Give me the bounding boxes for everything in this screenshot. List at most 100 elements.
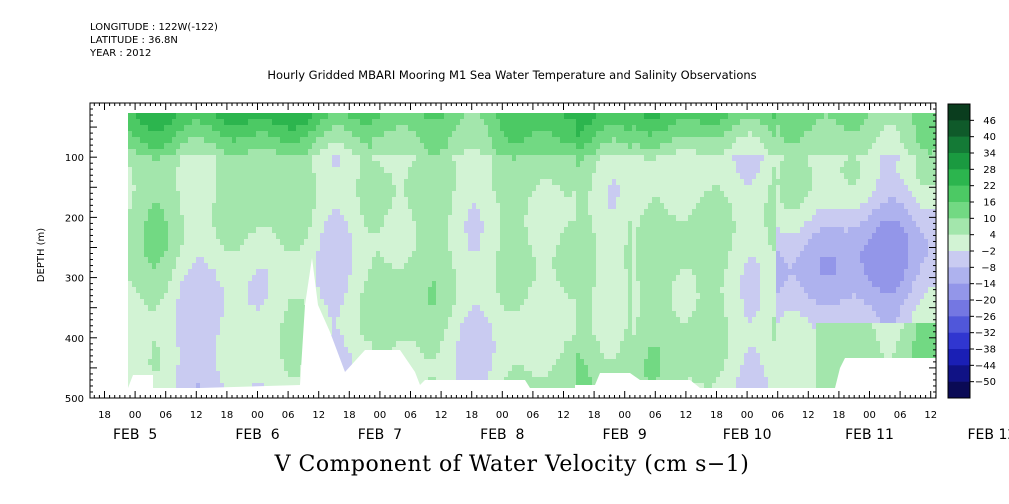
- heatmap-cell: [220, 263, 224, 269]
- heatmap-cell: [304, 275, 308, 281]
- heatmap-cell: [328, 209, 332, 215]
- heatmap-cell: [428, 119, 432, 125]
- heatmap-cell: [472, 365, 476, 371]
- heatmap-cell: [544, 137, 548, 143]
- heatmap-cell: [300, 311, 304, 317]
- heatmap-field: [128, 113, 936, 395]
- heatmap-cell: [444, 389, 448, 395]
- heatmap-cell: [344, 257, 348, 263]
- heatmap-cell: [492, 179, 496, 185]
- heatmap-cell: [276, 251, 280, 257]
- heatmap-cell: [380, 269, 384, 275]
- heatmap-cell: [540, 347, 544, 353]
- heatmap-cell: [548, 305, 552, 311]
- heatmap-cell: [424, 323, 428, 329]
- heatmap-cell: [300, 125, 304, 131]
- heatmap-cell: [336, 257, 340, 263]
- heatmap-cell: [336, 329, 340, 335]
- heatmap-cell: [284, 305, 288, 311]
- heatmap-cell: [244, 191, 248, 197]
- heatmap-cell: [336, 281, 340, 287]
- heatmap-cell: [332, 215, 336, 221]
- heatmap-cell: [284, 245, 288, 251]
- heatmap-cell: [260, 293, 264, 299]
- heatmap-cell: [472, 233, 476, 239]
- heatmap-cell: [508, 293, 512, 299]
- heatmap-cell: [144, 113, 148, 119]
- heatmap-cell: [232, 365, 236, 371]
- heatmap-cell: [384, 185, 388, 191]
- heatmap-cell: [216, 281, 220, 287]
- heatmap-cell: [196, 185, 200, 191]
- heatmap-cell: [384, 353, 388, 359]
- heatmap-cell: [424, 227, 428, 233]
- heatmap-cell: [336, 143, 340, 149]
- heatmap-cell: [152, 251, 156, 257]
- heatmap-cell: [388, 245, 392, 251]
- heatmap-cell: [236, 389, 240, 395]
- heatmap-cell: [440, 149, 444, 155]
- heatmap-cell: [456, 299, 460, 305]
- heatmap-cell: [428, 239, 432, 245]
- heatmap-cell: [432, 293, 436, 299]
- heatmap-cell: [488, 149, 492, 155]
- heatmap-cell: [144, 371, 148, 377]
- heatmap-cell: [396, 233, 400, 239]
- heatmap-cell: [168, 125, 172, 131]
- heatmap-cell: [472, 215, 476, 221]
- heatmap-cell: [476, 347, 480, 353]
- heatmap-cell: [384, 137, 388, 143]
- heatmap-cell: [236, 185, 240, 191]
- heatmap-cell: [204, 389, 208, 395]
- heatmap-cell: [344, 233, 348, 239]
- heatmap-cell: [408, 137, 412, 143]
- heatmap-cell: [264, 341, 268, 347]
- heatmap-cell: [480, 149, 484, 155]
- heatmap-cell: [416, 179, 420, 185]
- heatmap-cell: [404, 131, 408, 137]
- heatmap-cell: [264, 119, 268, 125]
- heatmap-cell: [132, 137, 136, 143]
- heatmap-cell: [268, 113, 272, 119]
- heatmap-cell: [428, 311, 432, 317]
- heatmap-cell: [280, 287, 284, 293]
- heatmap-cell: [376, 251, 380, 257]
- heatmap-cell: [216, 389, 220, 395]
- heatmap-cell: [376, 233, 380, 239]
- heatmap-cell: [380, 149, 384, 155]
- heatmap-cell: [160, 143, 164, 149]
- heatmap-cell: [284, 131, 288, 137]
- heatmap-cell: [188, 269, 192, 275]
- heatmap-cell: [436, 173, 440, 179]
- heatmap-cell: [176, 209, 180, 215]
- heatmap-cell: [156, 191, 160, 197]
- heatmap-cell: [516, 239, 520, 245]
- heatmap-cell: [444, 239, 448, 245]
- heatmap-cell: [180, 185, 184, 191]
- heatmap-cell: [368, 251, 372, 257]
- heatmap-cell: [444, 377, 448, 383]
- heatmap-cell: [328, 131, 332, 137]
- heatmap-cell: [344, 149, 348, 155]
- heatmap-cell: [168, 311, 172, 317]
- heatmap-cell: [480, 143, 484, 149]
- heatmap-cell: [524, 239, 528, 245]
- heatmap-cell: [316, 287, 320, 293]
- heatmap-cell: [132, 215, 136, 221]
- heatmap-cell: [276, 233, 280, 239]
- heatmap-cell: [468, 149, 472, 155]
- heatmap-cell: [532, 233, 536, 239]
- heatmap-cell: [268, 191, 272, 197]
- heatmap-cell: [480, 209, 484, 215]
- heatmap-cell: [500, 281, 504, 287]
- heatmap-cell: [140, 179, 144, 185]
- heatmap-cell: [404, 311, 408, 317]
- heatmap-cell: [204, 293, 208, 299]
- heatmap-cell: [412, 347, 416, 353]
- heatmap-cell: [328, 269, 332, 275]
- heatmap-cell: [464, 269, 468, 275]
- heatmap-cell: [208, 347, 212, 353]
- heatmap-cell: [236, 113, 240, 119]
- heatmap-cell: [488, 167, 492, 173]
- heatmap-cell: [224, 173, 228, 179]
